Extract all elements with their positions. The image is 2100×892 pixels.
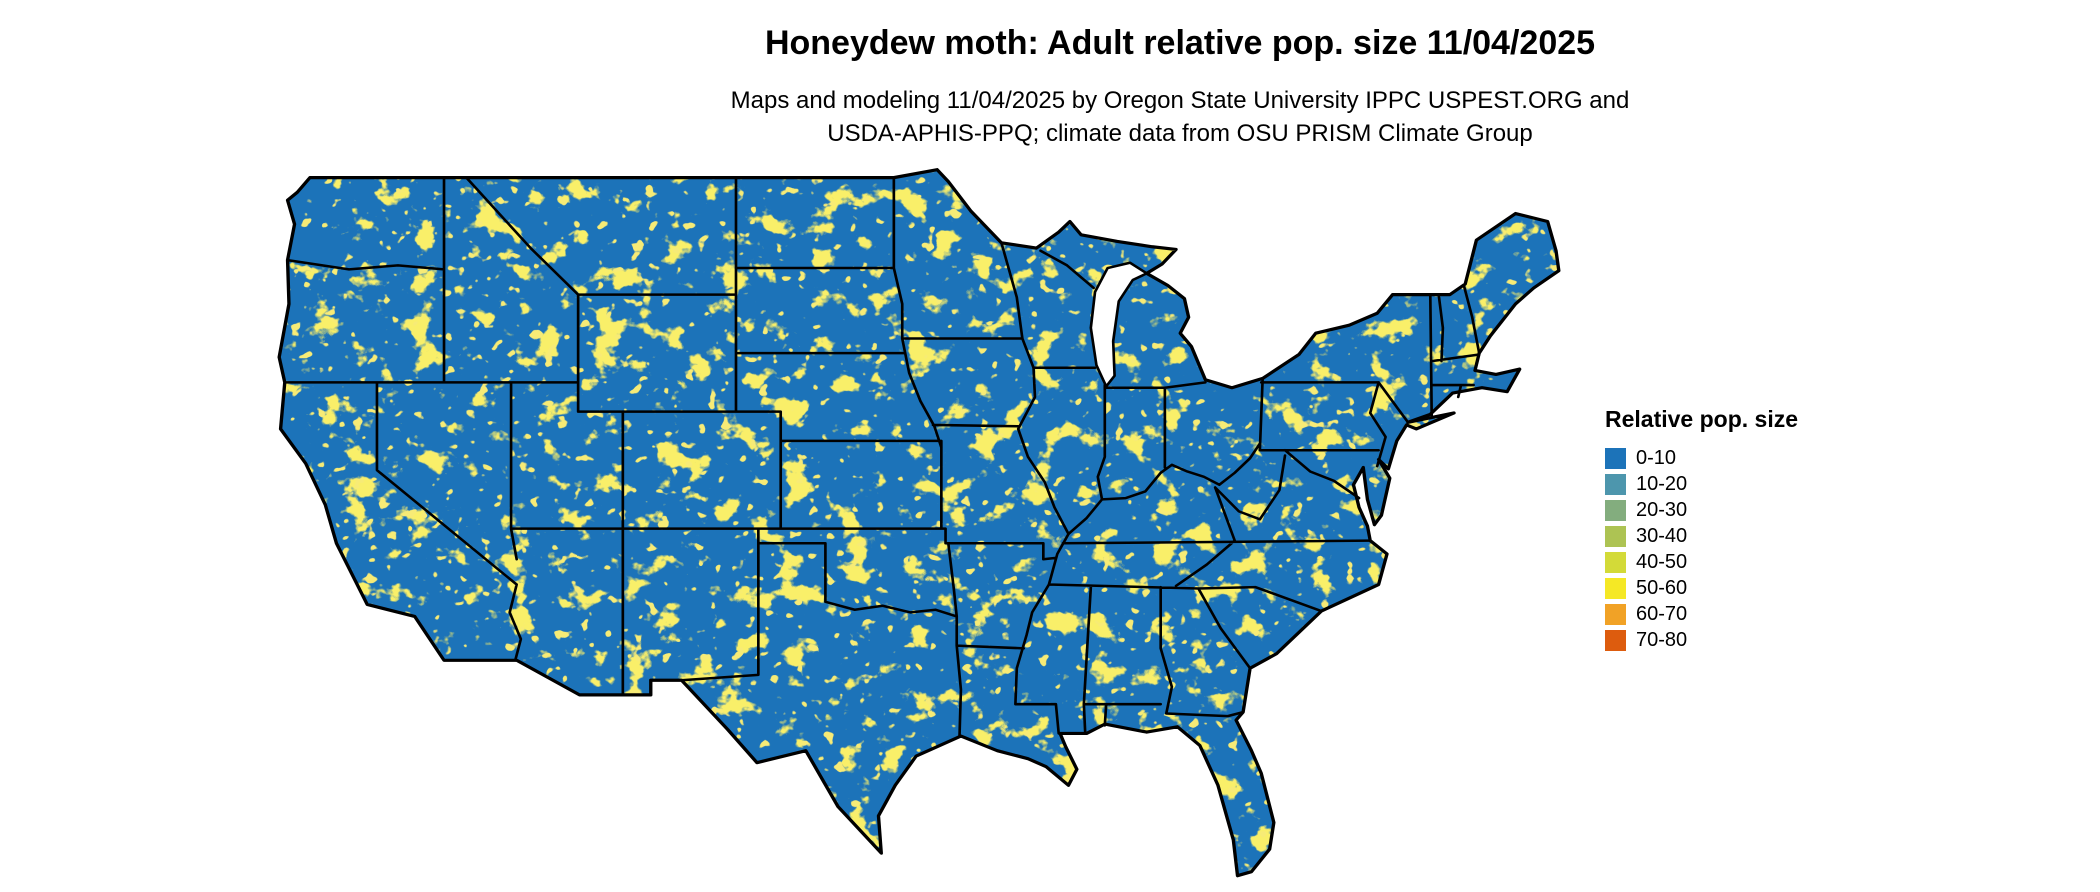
legend-item-label: 70-80 bbox=[1636, 628, 1688, 651]
legend-item-label: 60-70 bbox=[1636, 602, 1688, 625]
legend-item-label: 30-40 bbox=[1636, 524, 1688, 547]
legend-item: 50-60 bbox=[1605, 575, 1798, 601]
legend-swatch bbox=[1605, 499, 1626, 521]
legend-swatch bbox=[1605, 551, 1626, 573]
legend-swatch bbox=[1605, 603, 1626, 625]
legend-item: 70-80 bbox=[1605, 627, 1798, 653]
subtitle-line-1: Maps and modeling 11/04/2025 by Oregon S… bbox=[730, 87, 1630, 114]
legend-item: 30-40 bbox=[1605, 523, 1798, 549]
legend-item-label: 10-20 bbox=[1636, 472, 1688, 495]
us-map-svg bbox=[277, 167, 1561, 878]
subtitle-line-2: USDA-APHIS-PPQ; climate data from OSU PR… bbox=[827, 120, 1533, 147]
legend-item: 0-10 bbox=[1605, 445, 1798, 471]
figure-title: Honeydew moth: Adult relative pop. size … bbox=[764, 24, 1596, 62]
figure-subtitle: Maps and modeling 11/04/2025 by Oregon S… bbox=[180, 84, 2100, 150]
legend: Relative pop. size 0-10 10-20 20-30 30-4… bbox=[1605, 406, 1798, 653]
legend-title: Relative pop. size bbox=[1605, 406, 1799, 432]
legend-swatch bbox=[1605, 447, 1626, 469]
legend-item-label: 0-10 bbox=[1636, 446, 1677, 469]
legend-item: 40-50 bbox=[1605, 549, 1798, 575]
lake-michigan bbox=[1089, 261, 1149, 388]
legend-swatch bbox=[1605, 525, 1626, 547]
legend-item: 60-70 bbox=[1605, 601, 1798, 627]
legend-swatch bbox=[1605, 473, 1626, 495]
legend-swatch bbox=[1605, 577, 1626, 599]
legend-item-label: 20-30 bbox=[1636, 498, 1688, 521]
state-borders bbox=[283, 176, 1481, 738]
legend-item: 10-20 bbox=[1605, 471, 1798, 497]
us-map bbox=[268, 163, 1570, 889]
legend-item: 20-30 bbox=[1605, 497, 1798, 523]
legend-swatch bbox=[1605, 629, 1626, 651]
legend-item-label: 40-50 bbox=[1636, 550, 1688, 573]
legend-item-label: 50-60 bbox=[1636, 576, 1688, 599]
